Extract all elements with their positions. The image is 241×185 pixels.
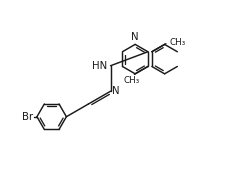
Text: HN: HN <box>92 61 107 71</box>
Text: N: N <box>112 86 120 96</box>
Text: CH₃: CH₃ <box>123 76 140 85</box>
Text: Br: Br <box>22 112 33 122</box>
Text: N: N <box>131 32 139 42</box>
Text: CH₃: CH₃ <box>170 38 186 47</box>
